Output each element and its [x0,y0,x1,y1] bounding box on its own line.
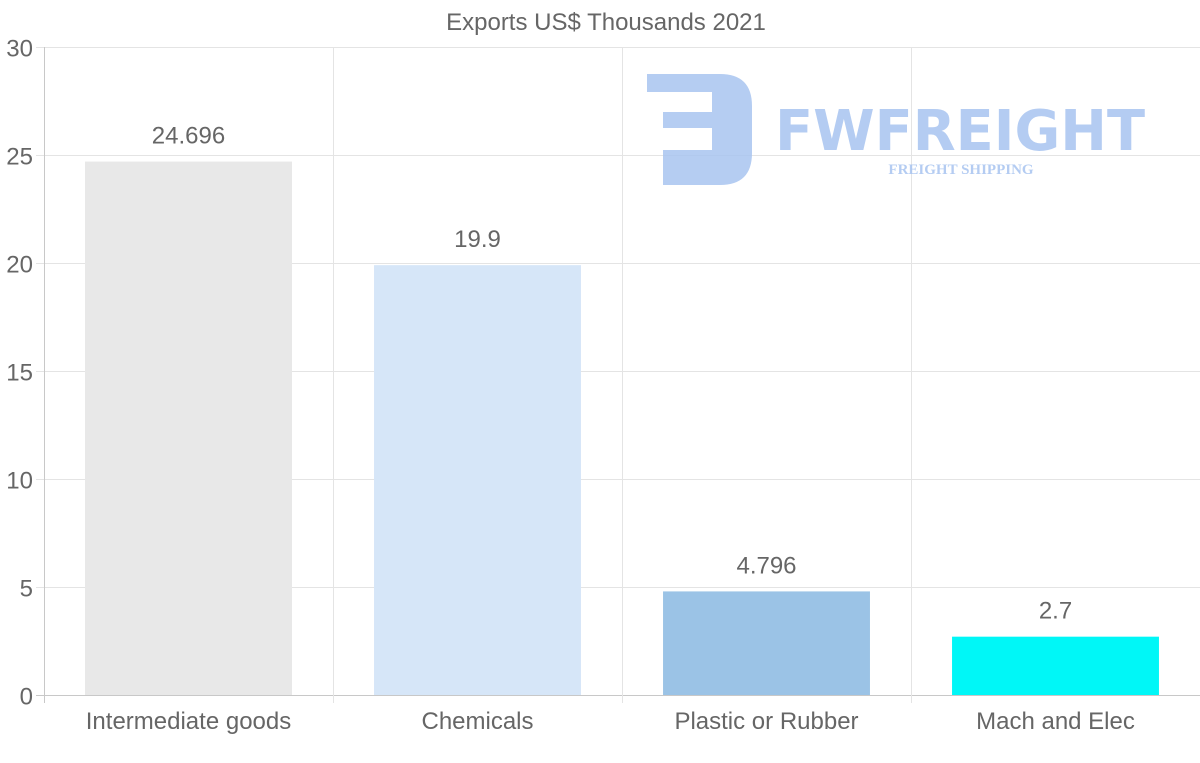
x-tick-label: Chemicals [421,708,533,735]
data-label: 4.796 [736,552,796,579]
x-tick-label: Plastic or Rubber [674,708,858,735]
bar-3 [952,636,1159,695]
logo-brand-text: FWFREIGHT [775,99,1145,164]
y-tick-label: 15 [6,360,33,387]
y-tick-label: 30 [6,36,33,63]
chart-title: Exports US$ Thousands 2021 [446,9,766,36]
y-tick-label: 5 [20,576,33,603]
bar-1 [374,265,581,695]
x-axis: Intermediate goods Chemicals Plastic or Ru… [86,708,1135,735]
x-tick-label: Mach and Elec [976,708,1135,735]
data-label: 2.7 [1039,598,1072,625]
logo-tagline-text: FREIGHT SHIPPING [888,162,1033,178]
watermark-logo: FWFREIGHT FREIGHT SHIPPING [647,74,1145,185]
bar-0 [85,161,292,695]
bar-2 [663,591,870,695]
y-tick-label: 20 [6,252,33,279]
bars [85,161,1159,695]
y-tick-label: 25 [6,144,33,171]
y-tick-label: 0 [20,684,33,711]
data-labels: 24.696 19.9 4.796 2.7 [152,123,1072,625]
y-axis: 0 5 10 15 20 25 30 [6,36,33,711]
data-label: 19.9 [454,226,501,253]
logo-mark-icon [647,74,752,185]
x-tick-label: Intermediate goods [86,708,291,735]
y-tick-label: 10 [6,468,33,495]
data-label: 24.696 [152,123,225,150]
